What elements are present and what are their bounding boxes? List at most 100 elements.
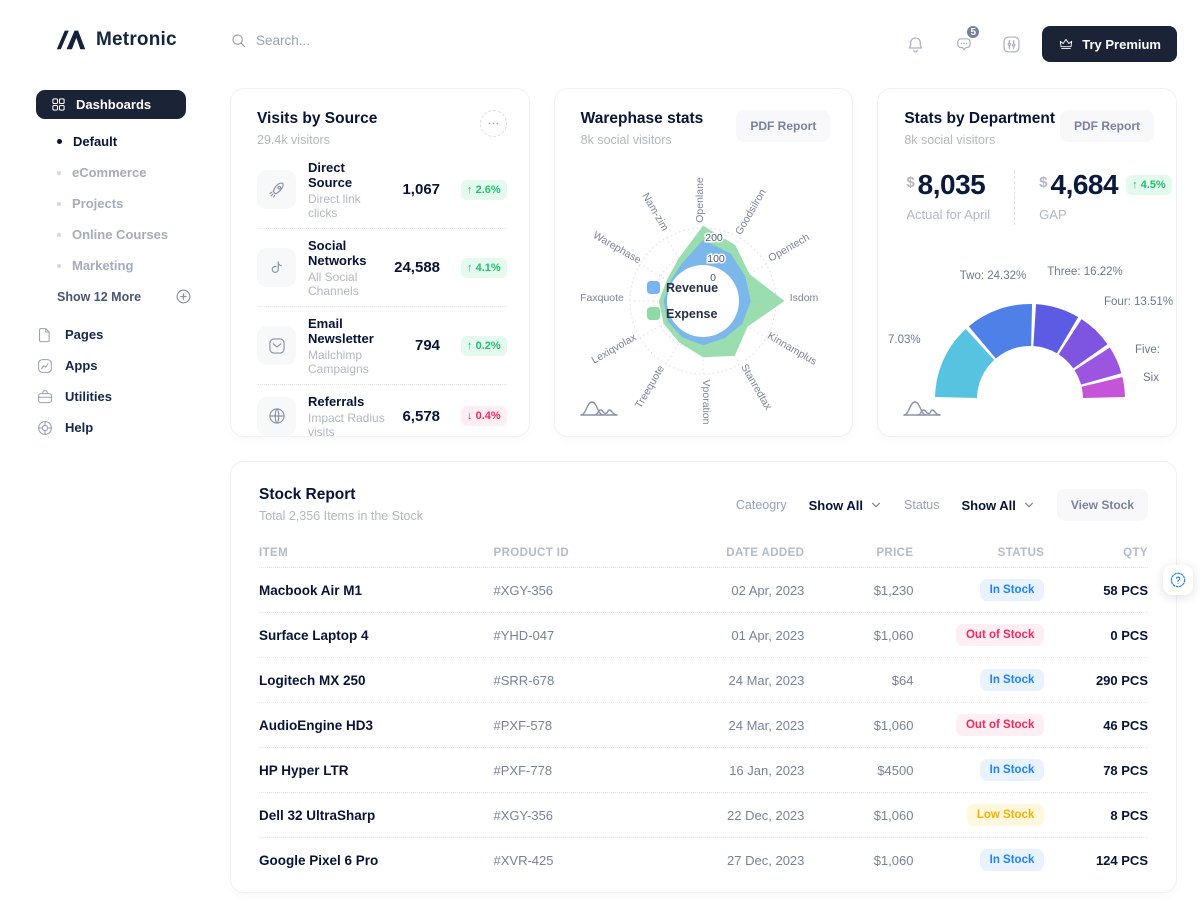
sidebar-item-pages[interactable]: Pages	[36, 319, 186, 350]
column-header: PRODUCT ID	[493, 547, 570, 559]
quantity: 8 PCS	[1110, 807, 1148, 823]
status-filter-value: Show All	[961, 497, 1016, 513]
status-filter-select[interactable]: Show All	[961, 498, 1034, 513]
sidebar-item-projects[interactable]: Projects	[57, 188, 186, 219]
delta-badge: ↑ 4.1%	[461, 257, 507, 278]
help-button[interactable]	[1163, 565, 1193, 595]
chat-button[interactable]: 5	[946, 24, 982, 61]
warephase-stats-card: Warephase stats 8k social visitors PDF R…	[553, 88, 854, 437]
bullet-icon	[57, 139, 62, 144]
wave-sparkline-icon	[579, 396, 619, 418]
pdf-report-button[interactable]: PDF Report	[1059, 110, 1154, 142]
product-id: #XGY-356	[493, 807, 554, 823]
visit-source-row[interactable]: Social Networks All Social Channels 24,588…	[257, 229, 507, 307]
category-filter-select[interactable]: Show All	[809, 498, 882, 513]
table-row[interactable]: Surface Laptop 4 #YHD-047 01 Apr, 2023 $1,0…	[259, 613, 1148, 658]
svg-text:Treequote: Treequote	[632, 363, 666, 410]
sidebar-item-apps[interactable]: Apps	[36, 350, 186, 381]
svg-text:Expense: Expense	[666, 307, 717, 321]
svg-text:Nam-zim: Nam-zim	[639, 191, 671, 234]
table-row[interactable]: Google Pixel 6 Pro #XVR-425 27 Dec, 2023 $1…	[259, 838, 1148, 882]
visit-source-row[interactable]: Direct Source Direct link clicks 1,067 ↑ 2.…	[257, 151, 507, 229]
stats-divider	[1014, 171, 1016, 225]
source-subtitle: All Social Channels	[308, 269, 359, 298]
price: $1,060	[873, 627, 914, 643]
status-badge: In Stock	[979, 849, 1045, 871]
sidebar-item-label: Default	[73, 134, 118, 149]
brand-logo[interactable]: Metronic	[55, 27, 177, 52]
help-icon	[36, 419, 54, 437]
svg-text:Kinnamplus: Kinnamplus	[765, 330, 819, 368]
source-value: 6,578	[402, 407, 441, 425]
sidebar-item-label: Marketing	[72, 258, 134, 273]
top-cards-row: Visits by Source 29.4k visitors Direct S…	[230, 88, 1177, 437]
svg-text:Five:: Five:	[1135, 344, 1160, 356]
table-row[interactable]: AudioEngine HD3 #PXF-578 24 Mar, 2023 $1,06…	[259, 703, 1148, 748]
svg-text:100: 100	[707, 253, 725, 265]
sidebar-item-default[interactable]: Default	[57, 126, 186, 157]
settings-button[interactable]	[994, 27, 1028, 61]
sidebar-item-label: Help	[65, 420, 94, 435]
sidebar-item-marketing[interactable]: Marketing	[57, 250, 186, 281]
chevron-down-icon	[870, 499, 882, 511]
svg-text:Four: 13.51%: Four: 13.51%	[1104, 296, 1173, 308]
svg-text:Openlane: Openlane	[694, 177, 706, 223]
item-name: Logitech MX 250	[259, 672, 366, 688]
bullet-icon	[57, 170, 61, 175]
svg-text:Goodsilron: Goodsilron	[733, 187, 769, 237]
try-premium-button[interactable]: Try Premium	[1042, 26, 1177, 62]
visits-card-subtitle: 29.4k visitors	[257, 133, 330, 147]
svg-text:Revenue: Revenue	[666, 281, 718, 295]
visit-source-row[interactable]: Email Newsletter Mailchimp Campaigns 794 ↑ …	[257, 307, 507, 385]
notifications-button[interactable]	[898, 27, 932, 61]
stock-card-title: Stock Report	[259, 486, 356, 503]
view-stock-button[interactable]: View Stock	[1056, 489, 1148, 521]
chat-badge: 5	[965, 24, 982, 40]
globe-icon	[257, 396, 296, 436]
sidebar-item-label: Utilities	[65, 389, 112, 404]
brand-name: Metronic	[96, 28, 177, 50]
crown-icon	[1058, 36, 1074, 52]
stock-table: ITEM PRODUCT ID DATE ADDED PRICE STATUS QTY M…	[231, 533, 1176, 892]
search-input[interactable]: Search...	[230, 32, 310, 49]
price: $1,060	[873, 807, 914, 823]
sidebar-item-label: Pages	[65, 327, 104, 342]
bullet-icon	[57, 201, 61, 206]
source-title: Referrals	[308, 393, 365, 409]
visit-source-row[interactable]: Referrals Impact Radius visits 6,578 ↓ 0.4%	[257, 385, 507, 436]
header-actions: 5 Try Premium	[898, 24, 1177, 62]
item-name: Google Pixel 6 Pro	[259, 852, 379, 868]
date-added: 16 Jan, 2023	[729, 762, 805, 778]
table-row[interactable]: Dell 32 UltraSharp #XGY-356 22 Dec, 2023 $1…	[259, 793, 1148, 838]
item-name: AudioEngine HD3	[259, 717, 373, 733]
card-menu-button[interactable]	[479, 110, 507, 137]
status-badge: Low Stock	[966, 804, 1045, 826]
sidebar-item-ecommerce[interactable]: eCommerce	[57, 157, 186, 188]
department-card-subtitle: 8k social visitors	[904, 133, 996, 147]
dashboards-label: Dashboards	[76, 97, 152, 112]
date-added: 24 Mar, 2023	[728, 672, 805, 688]
main-content: Visits by Source 29.4k visitors Direct S…	[230, 88, 1177, 900]
sidebar-item-online-courses[interactable]: Online Courses	[57, 219, 186, 250]
table-row[interactable]: Macbook Air M1 #XGY-356 02 Apr, 2023 $1,230…	[259, 568, 1148, 613]
sidebar-item-help[interactable]: Help	[36, 412, 186, 443]
sidebar-item-utilities[interactable]: Utilities	[36, 381, 186, 412]
price: $1,230	[873, 582, 914, 598]
sidebar-item-dashboards[interactable]: Dashboards	[36, 90, 186, 119]
visits-card-title: Visits by Source	[257, 110, 378, 127]
svg-text:Warephase: Warephase	[591, 229, 643, 266]
table-body: Macbook Air M1 #XGY-356 02 Apr, 2023 $1,230…	[259, 568, 1148, 882]
show-more-label: Show 12 More	[57, 289, 142, 304]
table-row[interactable]: HP Hyper LTR #PXF-778 16 Jan, 2023 $4500 In …	[259, 748, 1148, 793]
sidebar-item-label: Online Courses	[72, 227, 169, 242]
pdf-report-button[interactable]: PDF Report	[736, 110, 831, 142]
delta-badge: ↑ 2.6%	[461, 179, 507, 200]
svg-text:7.03%: 7.03%	[888, 334, 921, 346]
date-added: 02 Apr, 2023	[731, 582, 805, 598]
show-more-button[interactable]: Show 12 More	[57, 281, 192, 312]
source-title: Direct Source	[308, 159, 353, 190]
table-row[interactable]: Logitech MX 250 #SRR-678 24 Mar, 2023 $64 In…	[259, 658, 1148, 703]
item-name: Surface Laptop 4	[259, 627, 369, 643]
search-icon	[230, 32, 247, 49]
bullet-icon	[57, 232, 61, 237]
